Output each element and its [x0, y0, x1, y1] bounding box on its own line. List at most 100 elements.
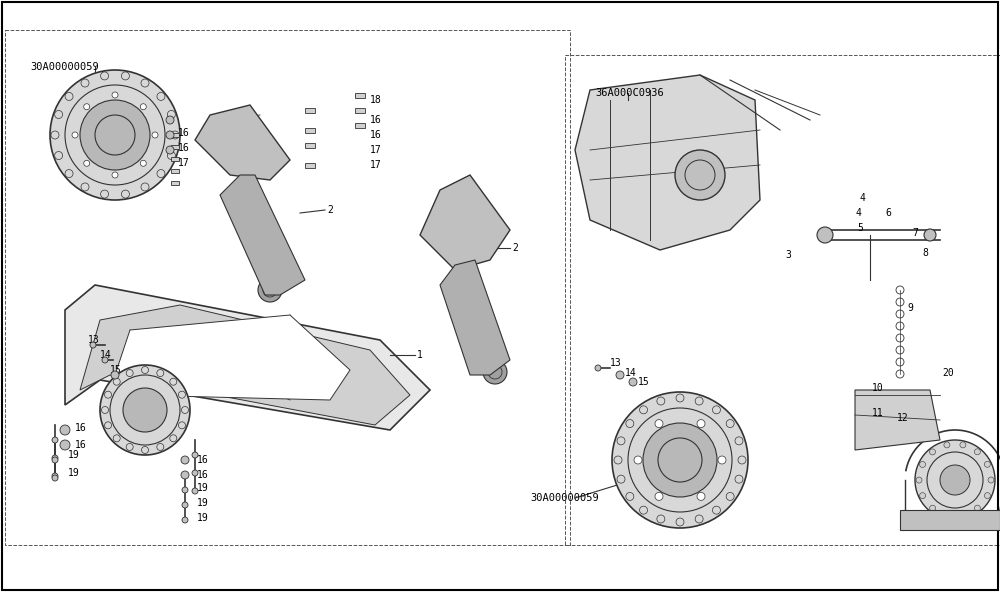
- Text: 4: 4: [860, 193, 866, 203]
- Circle shape: [960, 512, 966, 518]
- Circle shape: [178, 422, 185, 429]
- Circle shape: [52, 475, 58, 481]
- Circle shape: [695, 515, 703, 523]
- Circle shape: [152, 132, 158, 138]
- Circle shape: [657, 397, 665, 405]
- Polygon shape: [195, 105, 290, 180]
- Circle shape: [166, 116, 174, 124]
- Polygon shape: [65, 285, 430, 430]
- Circle shape: [55, 152, 63, 159]
- Circle shape: [157, 92, 165, 101]
- Circle shape: [126, 443, 133, 451]
- Text: 16: 16: [246, 140, 258, 150]
- Circle shape: [920, 493, 926, 498]
- Circle shape: [81, 183, 89, 191]
- Text: 13: 13: [610, 358, 622, 368]
- Text: 18: 18: [370, 95, 382, 105]
- Circle shape: [984, 461, 990, 467]
- Text: 13: 13: [88, 335, 100, 345]
- Circle shape: [960, 442, 966, 448]
- Circle shape: [52, 437, 58, 443]
- Circle shape: [157, 369, 164, 377]
- Circle shape: [617, 475, 625, 483]
- Circle shape: [90, 342, 96, 348]
- Bar: [355, 108, 365, 113]
- Bar: [305, 108, 315, 113]
- Text: 2: 2: [512, 243, 518, 253]
- Text: 16: 16: [178, 128, 190, 138]
- Circle shape: [167, 111, 175, 118]
- Circle shape: [141, 79, 149, 87]
- Circle shape: [171, 131, 179, 139]
- Circle shape: [920, 461, 926, 468]
- Circle shape: [113, 378, 120, 385]
- Circle shape: [102, 357, 108, 363]
- Text: 10: 10: [872, 383, 884, 393]
- Polygon shape: [80, 305, 410, 425]
- Circle shape: [182, 407, 189, 413]
- Text: 16: 16: [370, 115, 382, 125]
- Text: 30A00000059: 30A00000059: [530, 493, 599, 503]
- Circle shape: [181, 456, 189, 464]
- Text: 20: 20: [942, 368, 954, 378]
- Circle shape: [105, 422, 112, 429]
- Circle shape: [726, 493, 734, 500]
- Circle shape: [101, 190, 109, 198]
- Circle shape: [595, 365, 601, 371]
- Text: 2: 2: [327, 205, 333, 215]
- Circle shape: [157, 169, 165, 178]
- Circle shape: [929, 449, 935, 455]
- Circle shape: [626, 420, 634, 427]
- Text: 16: 16: [370, 130, 382, 140]
- Text: 8: 8: [922, 248, 928, 258]
- Bar: [171, 145, 179, 149]
- Text: 16: 16: [75, 423, 87, 433]
- Circle shape: [735, 475, 743, 483]
- Circle shape: [100, 365, 190, 455]
- Circle shape: [988, 477, 994, 483]
- Text: 4: 4: [856, 208, 862, 218]
- Text: 7: 7: [912, 228, 918, 238]
- Circle shape: [612, 392, 748, 528]
- Circle shape: [192, 470, 198, 476]
- Text: 19: 19: [68, 468, 80, 478]
- Circle shape: [52, 455, 58, 461]
- Bar: [355, 93, 365, 98]
- Circle shape: [984, 493, 990, 498]
- Circle shape: [55, 111, 63, 118]
- Circle shape: [697, 420, 705, 427]
- Text: 14: 14: [625, 368, 637, 378]
- Circle shape: [52, 457, 58, 463]
- Text: 5: 5: [857, 223, 863, 233]
- Bar: [244, 157, 252, 161]
- Circle shape: [84, 104, 90, 110]
- Circle shape: [626, 493, 634, 500]
- Circle shape: [72, 132, 78, 138]
- Circle shape: [675, 150, 725, 200]
- Circle shape: [616, 371, 624, 379]
- Circle shape: [655, 493, 663, 500]
- Circle shape: [181, 471, 189, 479]
- Circle shape: [924, 229, 936, 241]
- Bar: [900, 510, 1000, 530]
- Polygon shape: [115, 315, 350, 400]
- Circle shape: [695, 397, 703, 405]
- Text: 16: 16: [197, 455, 209, 465]
- Circle shape: [629, 378, 637, 386]
- Text: 17: 17: [178, 158, 190, 168]
- Text: 9: 9: [907, 303, 913, 313]
- Bar: [244, 133, 252, 137]
- Circle shape: [718, 456, 726, 464]
- Polygon shape: [420, 175, 510, 270]
- Circle shape: [170, 378, 177, 385]
- Circle shape: [916, 477, 922, 483]
- Circle shape: [142, 366, 149, 374]
- Circle shape: [738, 456, 746, 464]
- Circle shape: [65, 169, 73, 178]
- Circle shape: [84, 160, 90, 166]
- Circle shape: [944, 512, 950, 518]
- Circle shape: [258, 278, 282, 302]
- Circle shape: [182, 487, 188, 493]
- Circle shape: [974, 449, 980, 455]
- Circle shape: [121, 72, 129, 80]
